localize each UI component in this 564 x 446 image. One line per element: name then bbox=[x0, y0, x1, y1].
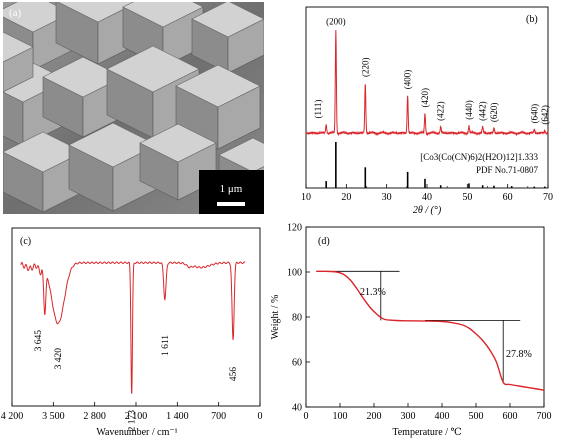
tga-plot-frame bbox=[305, 226, 545, 408]
tga-y-tick-label: 40 bbox=[292, 403, 302, 414]
tga-x-tick-label: 300 bbox=[401, 411, 416, 422]
xrd-x-tick-label: 50 bbox=[462, 192, 472, 203]
tga-x-axis-label: Temperature / ℃ bbox=[392, 427, 461, 438]
sem-image-panel: 1 μm (a) bbox=[0, 0, 288, 214]
tga-x-tick-label: 200 bbox=[367, 411, 382, 422]
tga-x-tick-label: 600 bbox=[503, 411, 518, 422]
ir-peak-annotation: 456 bbox=[229, 367, 239, 382]
scale-bar-label: 1 μm bbox=[220, 183, 243, 195]
ir-chart-panel: (c) 4 200 3 500 2 800 2 100 1 400 700 0 Wavenu… bbox=[0, 220, 270, 441]
tga-x-tick-label: 100 bbox=[333, 411, 348, 422]
xrd-hkl-label: (642) bbox=[540, 105, 550, 125]
ir-x-tick-label: 1 400 bbox=[166, 411, 189, 422]
ir-peak-annotation: 3 420 bbox=[54, 348, 64, 370]
tga-x-tick-label: 500 bbox=[469, 411, 484, 422]
xrd-hkl-label: (420) bbox=[420, 88, 430, 108]
tga-loss-label-1: 21.3% bbox=[360, 287, 386, 298]
sem-cube-face bbox=[191, 0, 265, 38]
panel-label-c: (c) bbox=[20, 236, 31, 247]
ir-x-tick-label: 3 500 bbox=[42, 411, 65, 422]
ir-x-tick-label: 2 100 bbox=[125, 411, 148, 422]
ir-x-tick-label: 0 bbox=[258, 411, 263, 422]
ir-peak-annotations: 3 645 3 420 2 173 1 611 456 bbox=[34, 330, 239, 432]
xrd-hkl-label: (200) bbox=[326, 17, 346, 27]
tga-y-tick-label: 120 bbox=[287, 223, 302, 234]
ir-spectrum-line bbox=[20, 261, 246, 394]
tga-y-tick-label: 60 bbox=[292, 358, 302, 369]
xrd-peak-labels: (111) (200) (220) (400) (420) (422) (440) (442)… bbox=[313, 17, 550, 125]
sem-cube-face bbox=[175, 64, 261, 108]
ir-x-tick-label: 4 200 bbox=[1, 411, 24, 422]
xrd-x-tick-label: 60 bbox=[503, 192, 513, 203]
xrd-hkl-label: (422) bbox=[436, 101, 446, 121]
xrd-chart: (b) 10 20 30 40 50 60 70 2θ / (°) (111) (200) (2… bbox=[301, 6, 553, 216]
xrd-x-tick-label: 20 bbox=[341, 192, 351, 203]
ir-peak-annotation: 3 645 bbox=[34, 330, 44, 352]
tga-weight-loss-guides bbox=[333, 270, 521, 384]
xrd-x-axis: 10 20 30 40 50 60 70 bbox=[301, 184, 553, 203]
scale-bar-box bbox=[199, 170, 264, 214]
panel-label-a: (a) bbox=[9, 7, 22, 19]
sem-cube-face bbox=[55, 0, 141, 23]
tga-chart-panel: (d) 0 100 200 300 400 500 600 700 40 60 80 100 120 T… bbox=[268, 220, 564, 441]
ir-peak-annotation: 2 173 bbox=[128, 410, 138, 432]
tga-curve bbox=[316, 270, 545, 391]
tga-x-tick-label: 700 bbox=[537, 411, 552, 422]
ir-peak-annotation: 1 611 bbox=[161, 335, 171, 356]
ir-x-axis-label: Wavenumber / cm⁻¹ bbox=[96, 427, 177, 438]
tga-x-tick-label: 400 bbox=[435, 411, 450, 422]
xrd-x-tick-label: 10 bbox=[301, 192, 311, 203]
scale-bar bbox=[217, 202, 245, 206]
xrd-hkl-label: (440) bbox=[464, 100, 474, 120]
ir-x-tick-label: 700 bbox=[211, 411, 226, 422]
tga-chart: (d) 0 100 200 300 400 500 600 700 40 60 80 100 120 T… bbox=[270, 223, 552, 439]
ir-x-axis: 4 200 3 500 2 800 2 100 1 400 700 0 bbox=[1, 402, 263, 422]
tga-y-axis-label: Weight / % bbox=[270, 295, 281, 340]
xrd-hkl-label: (111) bbox=[313, 100, 323, 119]
xrd-x-tick-label: 30 bbox=[382, 192, 392, 203]
tga-y-tick-label: 100 bbox=[287, 268, 302, 279]
xrd-hkl-label: (620) bbox=[489, 103, 499, 123]
xrd-chart-panel: (b) 10 20 30 40 50 60 70 2θ / (°) (111) (200) (2… bbox=[268, 2, 564, 216]
tga-loss-label-2: 27.8% bbox=[506, 349, 532, 360]
sem-cube-face bbox=[0, 31, 34, 63]
xrd-hkl-label: (640) bbox=[529, 104, 539, 124]
sem-cube-face bbox=[106, 45, 200, 93]
xrd-x-tick-label: 40 bbox=[422, 192, 432, 203]
xrd-hkl-label: (400) bbox=[403, 70, 413, 90]
xrd-reference-lines bbox=[325, 142, 546, 188]
xrd-hkl-label: (220) bbox=[360, 57, 370, 77]
sem-cube-face bbox=[139, 123, 217, 163]
panel-label-d: (d) bbox=[318, 236, 330, 247]
tga-y-tick-label: 80 bbox=[292, 313, 302, 324]
xrd-hkl-label: (442) bbox=[478, 101, 488, 121]
xrd-sample-label: [Co3(Co(CN)6)2(H2O)12]1.333 bbox=[420, 152, 538, 162]
panel-label-b: (b) bbox=[526, 14, 538, 25]
ir-chart: (c) 4 200 3 500 2 800 2 100 1 400 700 0 Wavenu… bbox=[1, 227, 263, 438]
sem-cube-face bbox=[68, 122, 158, 168]
ir-plot-frame bbox=[11, 227, 261, 407]
xrd-reference-label: PDF No.71-0807 bbox=[476, 165, 539, 175]
xrd-x-axis-label: 2θ / (°) bbox=[413, 205, 442, 216]
ir-x-tick-label: 2 800 bbox=[83, 411, 106, 422]
xrd-pattern-line bbox=[305, 29, 549, 137]
sem-micrograph: 1 μm (a) bbox=[0, 0, 288, 214]
tga-axes: 0 100 200 300 400 500 600 700 40 60 80 100 120 bbox=[287, 223, 552, 423]
xrd-x-tick-label: 70 bbox=[543, 192, 553, 203]
tga-x-tick-label: 0 bbox=[304, 411, 309, 422]
